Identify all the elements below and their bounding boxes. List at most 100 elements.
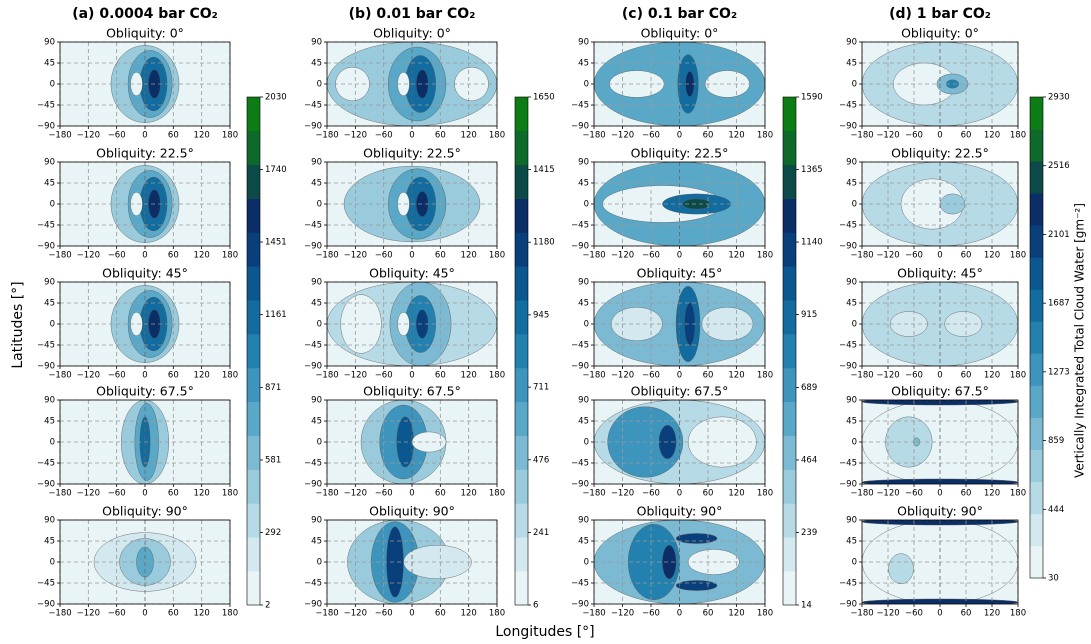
x-tick-label: 180: [757, 489, 773, 499]
y-tick-label: −45: [304, 579, 322, 589]
x-tick-label: −180: [850, 609, 873, 619]
panel-title: Obliquity: 22.5°: [631, 146, 729, 161]
y-tick-label: −90: [571, 480, 589, 490]
x-tick-label: −180: [850, 251, 873, 261]
x-tick-label: −60: [108, 489, 126, 499]
y-tick-label: −45: [839, 459, 857, 469]
y-tick-label: 45: [311, 179, 322, 189]
x-tick-label: 60: [703, 131, 714, 141]
x-tick-label: 120: [194, 371, 210, 381]
colorbar-tick-label: 945: [533, 310, 549, 320]
x-tick-label: 120: [461, 371, 477, 381]
y-tick-label: 90: [44, 158, 55, 168]
y-tick-label: −90: [571, 122, 589, 132]
panel-frame: [326, 41, 498, 127]
y-tick-label: −45: [37, 579, 55, 589]
x-tick-label: −60: [642, 609, 660, 619]
colorbar-band: [247, 503, 260, 538]
colorbar-band: [515, 97, 528, 132]
colorbar-tick-label: 1590: [801, 93, 823, 103]
x-tick-label: −120: [77, 251, 100, 261]
colorbar-band: [247, 198, 260, 233]
colorbar-tick-label: 2030: [265, 93, 287, 103]
y-tick-label: 45: [311, 417, 322, 427]
y-tick-label: 90: [44, 38, 55, 48]
y-tick-label: 90: [578, 516, 589, 526]
y-tick-label: −90: [839, 242, 857, 252]
x-tick-label: 180: [757, 251, 773, 261]
panel-frame: [59, 399, 231, 485]
x-tick-label: 180: [1010, 251, 1026, 261]
panel-frame: [593, 281, 766, 367]
x-tick-label: 0: [409, 489, 414, 499]
y-tick-label: 45: [44, 179, 55, 189]
x-tick-label: 120: [461, 609, 477, 619]
colorbar-tick-label: 1140: [801, 238, 823, 248]
colorbar-band: [1030, 97, 1043, 130]
x-tick-label: 180: [1010, 489, 1026, 499]
y-tick-label: −90: [304, 600, 322, 610]
y-tick-label: 90: [44, 396, 55, 406]
colorbar-band: [247, 266, 260, 301]
colorbar-tick-label: 6: [533, 601, 538, 611]
x-tick-label: 120: [984, 251, 1000, 261]
panel-title: Obliquity: 90°: [102, 504, 188, 519]
colorbar-band: [1030, 257, 1043, 290]
contour-region: [662, 545, 677, 580]
colorbar-band: [783, 300, 796, 335]
colorbar-tick-label: 464: [801, 455, 817, 465]
x-tick-label: 60: [168, 489, 179, 499]
panel-frame: [593, 399, 766, 485]
contour-region: [675, 580, 718, 591]
x-tick-label: 120: [728, 371, 744, 381]
colorbar-tick-label: 1180: [533, 238, 555, 248]
colorbar-band: [1030, 225, 1043, 258]
y-tick-label: 90: [846, 516, 857, 526]
panel-title: Obliquity: 90°: [897, 504, 983, 519]
y-tick-label: 45: [311, 537, 322, 547]
panel-frame: [326, 161, 498, 247]
colorbar-frame: [782, 96, 797, 606]
x-tick-label: −120: [344, 131, 367, 141]
x-tick-label: 60: [703, 489, 714, 499]
y-tick-label: −90: [571, 242, 589, 252]
colorbar-tick-label: 1273: [1048, 367, 1070, 377]
colorbar-tick-label: 1415: [533, 165, 555, 175]
colorbar-band: [1030, 545, 1043, 579]
y-tick-label: −90: [571, 362, 589, 372]
panel-frame: [59, 41, 231, 127]
x-tick-label: 0: [409, 371, 414, 381]
x-tick-label: 0: [142, 251, 147, 261]
colorbar-band: [247, 469, 260, 504]
colorbar-band: [247, 130, 260, 166]
x-tick-label: 0: [142, 609, 147, 619]
x-tick-label: 180: [1010, 131, 1026, 141]
contour-region: [888, 553, 914, 585]
y-tick-label: −90: [37, 600, 55, 610]
x-tick-label: −60: [642, 371, 660, 381]
colorbar-band: [783, 571, 796, 606]
colorbar-tick-label: 1451: [265, 238, 287, 248]
colorbar-band: [515, 232, 528, 267]
contour-region: [682, 198, 711, 210]
panel-frame: [59, 281, 231, 367]
colorbar-band: [783, 130, 796, 166]
colorbar-frame: [246, 96, 261, 606]
x-tick-label: 0: [409, 251, 414, 261]
x-tick-label: 60: [703, 251, 714, 261]
y-tick-label: 0: [852, 438, 857, 448]
y-tick-label: −45: [304, 341, 322, 351]
y-tick-label: 90: [311, 158, 322, 168]
colorbar-band: [515, 334, 528, 369]
x-tick-label: −60: [905, 251, 923, 261]
colorbar-band: [1030, 417, 1043, 451]
y-tick-label: 0: [852, 200, 857, 210]
x-tick-label: 60: [168, 131, 179, 141]
x-tick-label: −120: [77, 131, 100, 141]
colorbar-band: [1030, 353, 1043, 386]
y-tick-label: 0: [317, 200, 322, 210]
colorbar-band: [247, 97, 260, 132]
colorbar-band: [783, 537, 796, 572]
colorbar-tick-label: 2930: [1048, 93, 1070, 103]
y-tick-label: 0: [852, 320, 857, 330]
